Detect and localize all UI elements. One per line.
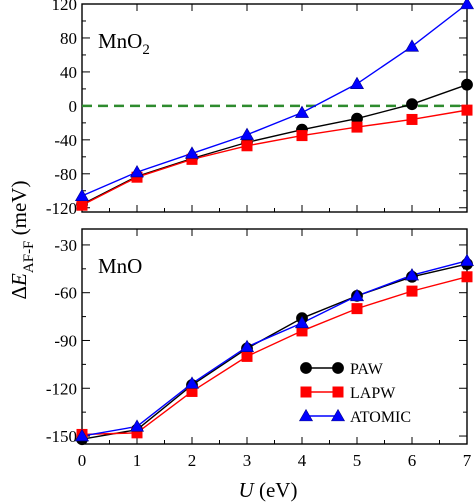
x-tick-label: 6 xyxy=(408,451,417,470)
data-point-atomic xyxy=(239,339,255,353)
data-point-lapw xyxy=(351,303,363,315)
legend-marker-lapw xyxy=(300,386,312,398)
panel-label-mno: MnO xyxy=(98,254,142,278)
data-point-lapw xyxy=(406,285,418,297)
data-point-atomic xyxy=(349,288,365,302)
data-point-lapw xyxy=(461,104,473,116)
y-tick-label: -60 xyxy=(54,284,77,303)
data-point-atomic xyxy=(294,105,310,118)
legend-marker-atomic xyxy=(330,408,346,422)
y-tick-label: -120 xyxy=(46,379,77,398)
data-point-atomic xyxy=(404,39,420,52)
series-line-lapw xyxy=(81,109,468,206)
data-point-lapw xyxy=(461,271,473,283)
x-tick-label: 3 xyxy=(243,451,252,470)
series-line-atomic xyxy=(81,260,468,437)
y-axis-title-var: E xyxy=(7,273,31,287)
series-line-paw xyxy=(81,83,468,205)
y-tick-label: 40 xyxy=(60,63,77,82)
legend-marker-paw xyxy=(332,362,344,374)
data-point-paw xyxy=(406,98,418,111)
data-point-atomic xyxy=(349,76,365,89)
y-tick-label: -150 xyxy=(46,427,77,446)
x-tick-label: 1 xyxy=(133,451,142,470)
data-point-atomic xyxy=(294,315,310,329)
legend-marker-lapw xyxy=(332,386,344,398)
y-axis-title-unit: (meV) xyxy=(7,181,31,241)
x-tick-label: 5 xyxy=(353,451,362,470)
y-tick-label: -40 xyxy=(54,131,77,150)
data-point-atomic xyxy=(459,0,474,10)
data-point-atomic xyxy=(404,268,420,281)
legend: PAW LAPW ATOMIC xyxy=(298,361,411,426)
data-point-atomic xyxy=(184,376,200,389)
series-line-paw xyxy=(81,263,468,440)
panel-label-mno2: MnO2 xyxy=(98,29,150,58)
y-tick-label: 80 xyxy=(60,29,77,48)
y-tick-label: -120 xyxy=(46,199,77,218)
y-axis-title-prefix: Δ xyxy=(7,286,31,300)
y-axis-title: ΔEAF-F (meV) xyxy=(7,181,37,300)
x-tick-label: 7 xyxy=(463,451,472,470)
x-axis-title-var: U xyxy=(239,478,256,502)
x-tick-label: 2 xyxy=(188,451,197,470)
x-tick-label: 0 xyxy=(78,451,87,470)
data-point-paw xyxy=(461,78,473,91)
legend-label-lapw: LAPW xyxy=(350,385,396,402)
y-tick-label: 0 xyxy=(69,97,78,116)
data-point-atomic xyxy=(129,419,145,432)
legend-marker-atomic xyxy=(298,408,314,422)
data-point-atomic xyxy=(239,127,255,140)
data-point-lapw xyxy=(351,121,363,133)
data-point-lapw xyxy=(241,350,253,362)
y-tick-label: -30 xyxy=(54,236,77,255)
y-tick-label: 120 xyxy=(52,0,78,14)
data-point-lapw xyxy=(296,130,308,142)
panel-mno: 0 1 2 3 4 5 6 7 -150 -120 -90 -60 -30 MnO xyxy=(46,228,474,470)
series-line-lapw xyxy=(81,276,468,436)
data-point-atomic xyxy=(129,164,145,178)
legend-label-atomic: ATOMIC xyxy=(350,409,411,426)
y-tick-label: -80 xyxy=(54,165,77,184)
data-point-lapw xyxy=(406,113,418,125)
x-tick-label: 4 xyxy=(298,451,307,470)
data-point-lapw xyxy=(76,199,88,211)
y-axis-title-sub: AF-F xyxy=(21,241,37,274)
series-line-atomic xyxy=(81,3,468,197)
data-point-atomic xyxy=(74,188,90,202)
panel-mno2: -120 -80 -40 0 40 80 120 MnO2 xyxy=(46,0,474,218)
data-point-atomic xyxy=(459,253,474,267)
data-point-atomic xyxy=(184,146,200,159)
legend-marker-paw xyxy=(300,362,312,374)
data-point-atomic xyxy=(74,428,90,442)
legend-label-paw: PAW xyxy=(350,361,384,378)
data-point-lapw xyxy=(241,140,253,152)
x-axis-title: U (eV) xyxy=(239,478,298,502)
x-axis-title-unit: (eV) xyxy=(254,478,298,502)
y-tick-label: -90 xyxy=(54,331,77,350)
